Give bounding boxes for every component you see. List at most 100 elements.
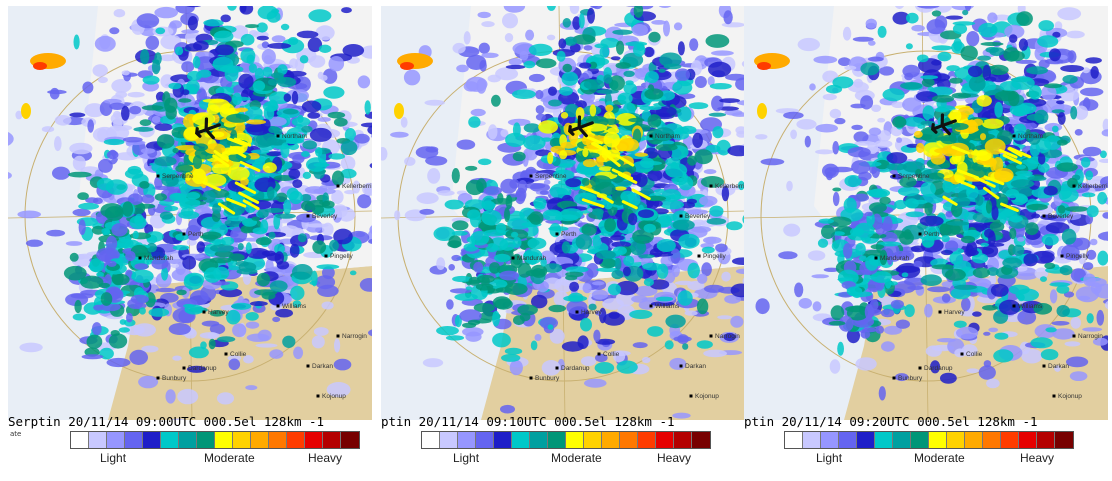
town-marker: Dardanup <box>182 365 217 372</box>
legend-swatch <box>251 432 269 448</box>
town-label: Mandurah <box>880 255 910 262</box>
legend-swatch <box>341 432 359 448</box>
town-marker-icon <box>156 376 160 380</box>
legend-swatch <box>530 432 548 448</box>
legend-swatch <box>1055 432 1073 448</box>
legend-swatch <box>602 432 620 448</box>
legend-label-moderate: Moderate <box>914 451 965 465</box>
town-marker-icon <box>336 334 340 338</box>
town-marker: Bunbury <box>156 375 187 382</box>
town-marker: Collie <box>960 351 983 358</box>
town-marker: Northam <box>649 133 680 140</box>
town-label: Kellerberrin <box>342 183 372 190</box>
town-marker-icon <box>679 364 683 368</box>
town-marker-icon <box>306 364 310 368</box>
town-marker-icon <box>918 232 922 236</box>
town-marker: Serpentine <box>892 173 930 180</box>
radar-map: Serpentine Perth Mandurah Harvey Collie Bunbu… <box>8 6 372 420</box>
town-marker: Bunbury <box>892 375 923 382</box>
town-marker-icon <box>575 310 579 314</box>
town-marker-icon <box>1012 134 1016 138</box>
town-marker: Serpentine <box>529 173 567 180</box>
town-marker: Kellerberrin <box>336 183 372 190</box>
town-label: Dardanup <box>561 365 590 372</box>
radar-panel-0910: Serpentine Perth Mandurah Harvey Collie Bunbu… <box>381 6 745 476</box>
town-marker-icon <box>938 310 942 314</box>
town-marker: Northam <box>276 133 307 140</box>
town-marker-icon <box>202 310 206 314</box>
town-label: Perth <box>924 231 940 238</box>
town-marker: Collie <box>597 351 620 358</box>
town-label: Harvey <box>581 309 602 316</box>
radar-caption: Serptin 20/11/14 09:00UTC 000.5el 128km … <box>8 414 325 429</box>
town-label: Perth <box>561 231 577 238</box>
town-label: Collie <box>230 351 247 358</box>
airplane-icon <box>568 115 594 138</box>
town-marker: Darkan <box>679 363 706 370</box>
radar-caption: ptin 20/11/14 09:20UTC 000.5el 128km -1 <box>744 414 1038 429</box>
precipitation-layer <box>8 6 372 420</box>
town-label: Collie <box>966 351 983 358</box>
town-marker: Bunbury <box>529 375 560 382</box>
town-marker: Collie <box>224 351 247 358</box>
town-marker: Northam <box>1012 133 1043 140</box>
town-marker-icon <box>182 232 186 236</box>
radar-map-svg: Serpentine Perth Mandurah Harvey Collie Bunbu… <box>8 6 372 420</box>
legend-swatch <box>269 432 287 448</box>
legend-swatch <box>1019 432 1037 448</box>
town-marker-icon <box>555 366 559 370</box>
town-marker: Dardanup <box>918 365 953 372</box>
town-marker-icon <box>555 232 559 236</box>
town-marker-icon <box>1012 304 1016 308</box>
legend-swatch <box>323 432 341 448</box>
town-marker-icon <box>276 134 280 138</box>
town-marker: Perth <box>182 231 204 238</box>
town-marker: Harvey <box>575 309 602 316</box>
legend-swatch <box>89 432 107 448</box>
town-label: Kellerberrin <box>1078 183 1108 190</box>
town-marker-icon <box>697 254 701 258</box>
precipitation-layer <box>754 6 1108 401</box>
town-marker: Kellerberrin <box>709 183 745 190</box>
town-marker-icon <box>306 214 310 218</box>
site-fragment: ate <box>10 430 22 438</box>
town-marker: Kojonup <box>316 393 346 400</box>
legend-label-heavy: Heavy <box>308 451 343 465</box>
town-marker: Narrogin <box>336 333 367 340</box>
legend-swatch <box>143 432 161 448</box>
legend-swatch <box>179 432 197 448</box>
town-marker-icon <box>874 256 878 260</box>
town-marker-icon <box>649 134 653 138</box>
town-marker: Dardanup <box>555 365 590 372</box>
radar-map: Serpentine Perth Mandurah Harvey Collie Bunbu… <box>744 6 1108 420</box>
legend-swatch <box>422 432 440 448</box>
town-marker: Perth <box>918 231 940 238</box>
town-label: Williams <box>655 303 680 310</box>
town-label: Pingelly <box>330 253 354 260</box>
town-marker: Harvey <box>938 309 965 316</box>
legend-swatch <box>620 432 638 448</box>
legend-label-moderate: Moderate <box>204 451 255 465</box>
town-label: Serpentine <box>162 173 194 180</box>
town-label: Northam <box>655 133 680 140</box>
town-marker-icon <box>336 184 340 188</box>
town-label: Mandurah <box>144 255 174 262</box>
town-label: Beverley <box>685 213 711 220</box>
town-marker-icon <box>224 352 228 356</box>
town-label: Bunbury <box>898 375 923 382</box>
town-marker: Perth <box>555 231 577 238</box>
legend-swatch <box>857 432 875 448</box>
town-label: Northam <box>282 133 307 140</box>
legend-swatch <box>1037 432 1055 448</box>
town-marker-icon <box>156 174 160 178</box>
town-marker-icon <box>529 376 533 380</box>
town-marker-icon <box>316 394 320 398</box>
legend-swatch <box>692 432 710 448</box>
legend-swatch <box>197 432 215 448</box>
town-marker: Kellerberrin <box>1072 183 1108 190</box>
town-label: Collie <box>603 351 620 358</box>
legend-swatch <box>71 432 89 448</box>
town-marker: Mandurah <box>874 255 910 262</box>
town-marker: Williams <box>1012 303 1043 310</box>
town-marker: Kojonup <box>689 393 719 400</box>
